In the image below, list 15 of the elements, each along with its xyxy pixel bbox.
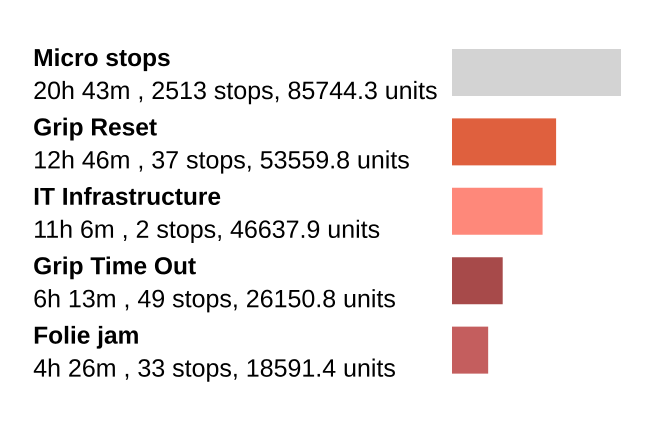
bar <box>452 188 543 235</box>
bar <box>452 257 503 304</box>
bar <box>452 326 488 374</box>
text: 11h 6m , 2 stops, 46637.9 units <box>35 220 380 243</box>
text: 6h 13m , 49 stops, 26150.8 units <box>34 289 395 312</box>
text: 4h 26m , 33 stops, 18591.4 units <box>34 358 395 382</box>
text: 20h 43m , 2513 stops, 85744.3 units <box>34 80 437 104</box>
bar <box>452 118 556 166</box>
y-tick-label: Folie jam <box>34 326 138 349</box>
bar <box>452 49 622 96</box>
y-tick-label: IT Infrastructure <box>34 187 220 206</box>
text: 12h 46m , 37 stops, 53559.8 units <box>35 150 409 174</box>
y-tick-label: Grip Reset <box>34 118 157 140</box>
y-tick-label: Grip Time Out <box>34 256 196 280</box>
y-tick-label: Micro stops <box>34 48 170 72</box>
